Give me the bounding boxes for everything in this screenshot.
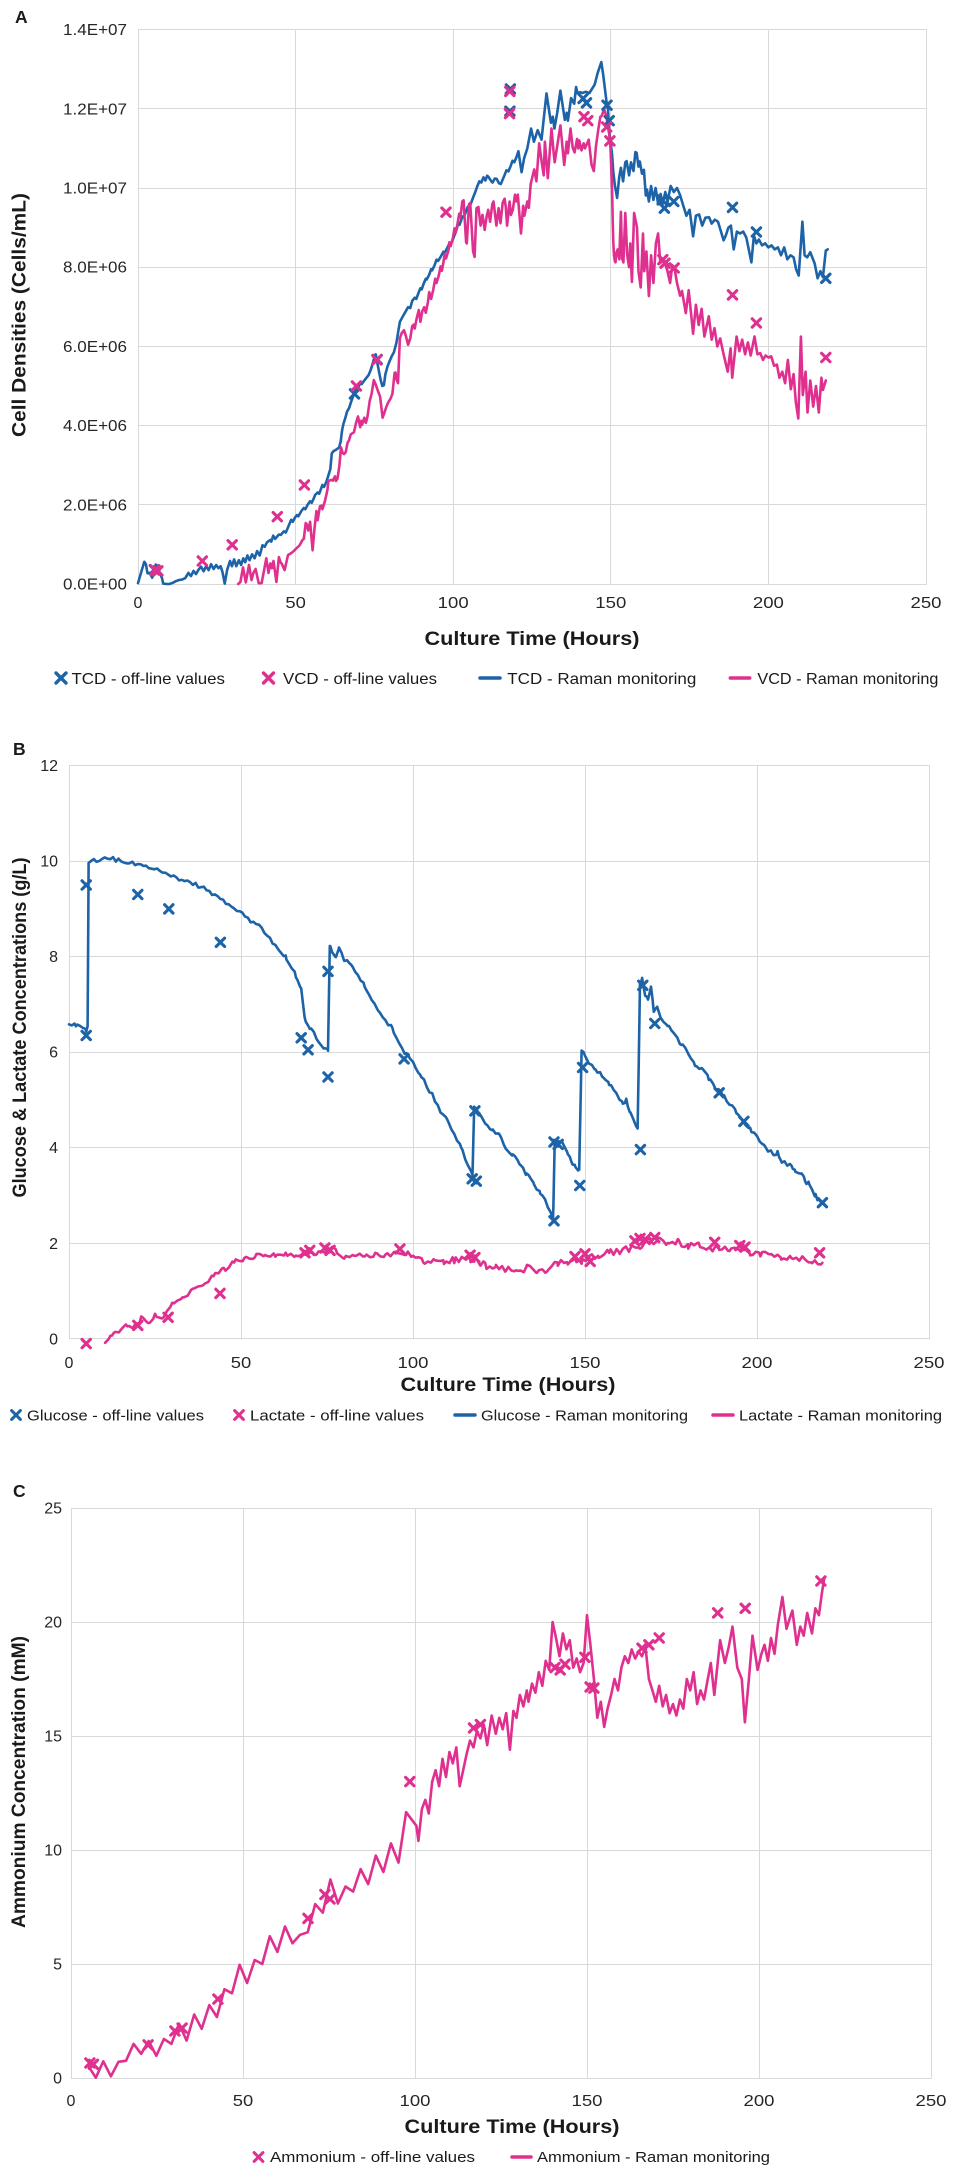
svg-text:Culture Time (Hours): Culture Time (Hours)	[425, 629, 640, 650]
svg-text:4.0E+06: 4.0E+06	[63, 418, 127, 435]
svg-text:A: A	[15, 7, 28, 27]
svg-text:Glucose - Raman monitoring: Glucose - Raman monitoring	[481, 1408, 688, 1425]
svg-text:4: 4	[49, 1140, 58, 1157]
svg-text:Culture Time (Hours): Culture Time (Hours)	[401, 1375, 616, 1396]
svg-text:C: C	[13, 1481, 26, 1501]
svg-text:8: 8	[49, 949, 58, 966]
svg-text:0: 0	[67, 2093, 76, 2110]
svg-text:Lactate - Raman monitoring: Lactate - Raman monitoring	[739, 1408, 942, 1425]
svg-text:100: 100	[398, 1355, 429, 1372]
svg-text:8.0E+06: 8.0E+06	[63, 260, 127, 277]
svg-text:100: 100	[400, 2093, 431, 2110]
svg-text:50: 50	[231, 1355, 252, 1372]
svg-text:50: 50	[285, 595, 306, 612]
svg-text:Ammonium - off-line values: Ammonium - off-line values	[270, 2149, 475, 2166]
svg-text:Ammonium - Raman monitoring: Ammonium - Raman monitoring	[537, 2149, 770, 2166]
svg-text:VCD - Raman monitoring: VCD - Raman monitoring	[757, 671, 938, 688]
svg-text:50: 50	[233, 2093, 254, 2110]
svg-text:Ammonium Concentration (mM): Ammonium Concentration (mM)	[9, 1636, 30, 1928]
svg-text:Culture Time (Hours): Culture Time (Hours)	[405, 2117, 620, 2138]
svg-text:0: 0	[134, 595, 143, 612]
svg-text:200: 200	[753, 595, 784, 612]
svg-text:Glucose - off-line values: Glucose - off-line values	[27, 1408, 204, 1425]
svg-text:VCD - off-line values: VCD - off-line values	[283, 671, 437, 688]
svg-text:150: 150	[572, 2093, 603, 2110]
svg-text:1.4E+07: 1.4E+07	[63, 22, 127, 39]
svg-text:25: 25	[44, 1501, 62, 1518]
svg-text:15: 15	[44, 1729, 62, 1746]
svg-text:B: B	[13, 739, 26, 759]
svg-text:250: 250	[914, 1355, 945, 1372]
svg-text:1.0E+07: 1.0E+07	[63, 181, 127, 198]
svg-text:Glucose & Lactate Concentratio: Glucose & Lactate Concentrations (g/L)	[10, 858, 31, 1198]
svg-text:TCD - off-line values: TCD - off-line values	[72, 671, 226, 688]
svg-text:250: 250	[916, 2093, 947, 2110]
svg-text:2: 2	[49, 1236, 58, 1253]
svg-text:150: 150	[570, 1355, 601, 1372]
svg-text:150: 150	[595, 595, 626, 612]
svg-text:6: 6	[49, 1045, 58, 1062]
svg-text:0.0E+00: 0.0E+00	[63, 577, 127, 594]
svg-text:250: 250	[911, 595, 942, 612]
svg-text:0: 0	[65, 1355, 74, 1372]
svg-text:5: 5	[53, 1957, 62, 1974]
svg-text:Cell Densities (Cells/mL): Cell Densities (Cells/mL)	[10, 193, 31, 437]
svg-text:Lactate - off-line values: Lactate - off-line values	[250, 1408, 424, 1425]
svg-text:200: 200	[742, 1355, 773, 1372]
svg-text:20: 20	[44, 1615, 62, 1632]
svg-text:10: 10	[44, 1843, 62, 1860]
svg-text:100: 100	[438, 595, 469, 612]
svg-text:1.2E+07: 1.2E+07	[63, 101, 127, 118]
svg-text:12: 12	[40, 758, 58, 775]
svg-text:6.0E+06: 6.0E+06	[63, 339, 127, 356]
svg-text:TCD - Raman monitoring: TCD - Raman monitoring	[507, 671, 696, 688]
svg-text:2.0E+06: 2.0E+06	[63, 497, 127, 514]
svg-text:0: 0	[53, 2071, 62, 2088]
svg-text:10: 10	[40, 854, 58, 871]
svg-text:200: 200	[744, 2093, 775, 2110]
svg-text:0: 0	[49, 1331, 58, 1348]
